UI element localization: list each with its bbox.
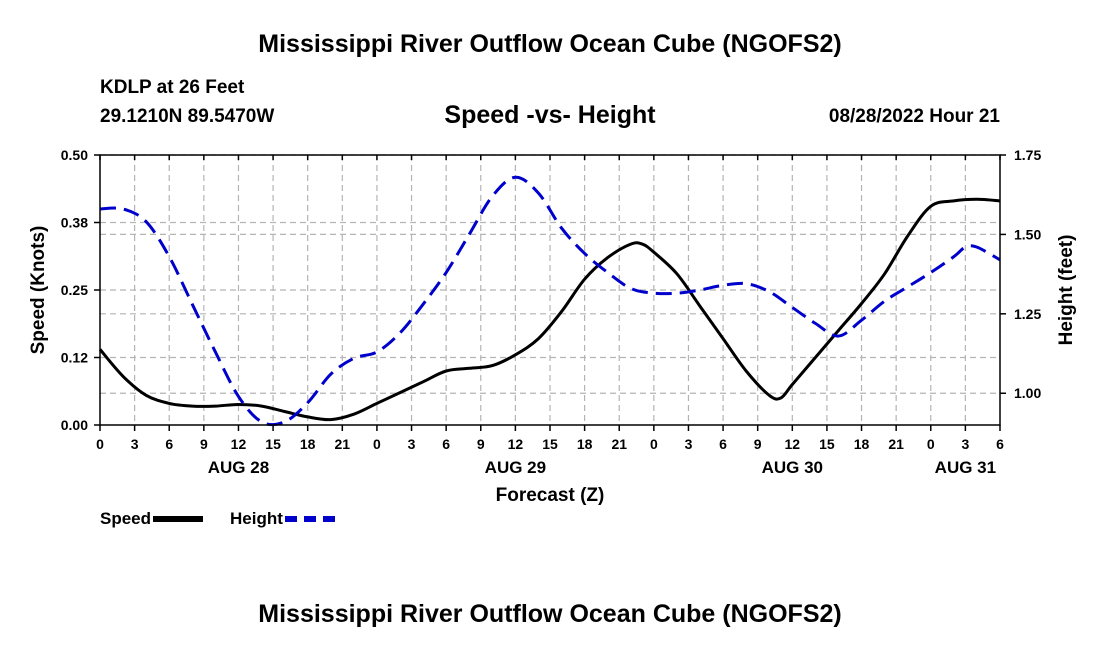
x-tick-label: 0	[650, 436, 658, 452]
footer-title: Mississippi River Outflow Ocean Cube (NG…	[258, 600, 842, 628]
day-label: AUG 31	[935, 458, 996, 477]
x-tick-label: 3	[408, 436, 416, 452]
x-tick-label: 18	[300, 436, 316, 452]
x-tick-label: 6	[996, 436, 1004, 452]
day-label: AUG 29	[485, 458, 546, 477]
series-layer	[98, 175, 1001, 427]
chart-title: Mississippi River Outflow Ocean Cube (NG…	[258, 30, 842, 58]
x-tick-label: 3	[685, 436, 693, 452]
day-label: AUG 28	[208, 458, 269, 477]
y-left-tick-label: 0.38	[61, 215, 88, 231]
y-axis-label-left: Speed (Knots)	[28, 226, 49, 355]
legend-height: Height	[230, 509, 335, 529]
chart-subtitle: Speed -vs- Height	[444, 101, 656, 129]
x-tick-label: 15	[542, 436, 558, 452]
grid-layer	[100, 154, 1000, 425]
station-coordinates: 29.1210N 89.5470W	[100, 106, 275, 127]
x-tick-label: 21	[888, 436, 904, 452]
x-tick-label: 3	[961, 436, 969, 452]
x-tick-label: 6	[719, 436, 727, 452]
x-tick-label: 0	[96, 436, 104, 452]
y-right-tick-label: 1.50	[1014, 226, 1041, 242]
y-left-tick-label: 0.50	[61, 147, 88, 163]
series-speed-line	[98, 197, 1001, 422]
legend-speed-label: Speed	[100, 509, 152, 528]
y-left-tick-label: 0.12	[61, 350, 88, 366]
series-height-line	[99, 175, 1001, 427]
y-left-tick-label: 0.00	[61, 417, 88, 433]
legend-speed: Speed	[100, 509, 204, 529]
x-tick-label: 0	[373, 436, 381, 452]
legend-height-label: Height	[230, 509, 283, 528]
y-axis-label-right: Height (feet)	[1056, 235, 1077, 346]
x-tick-label: 9	[477, 436, 485, 452]
y-left-tick-label: 0.25	[61, 282, 88, 298]
legend-height-swatch	[284, 516, 335, 522]
x-tick-label: 6	[442, 436, 450, 452]
station-label: KDLP at 26 Feet	[100, 77, 245, 98]
x-tick-label: 9	[754, 436, 762, 452]
x-axis-label: Forecast (Z)	[496, 485, 605, 506]
x-tick-label: 18	[854, 436, 870, 452]
x-tick-label: 15	[265, 436, 281, 452]
x-tick-label: 6	[165, 436, 173, 452]
y-right-tick-label: 1.75	[1014, 147, 1041, 163]
x-tick-label: 18	[577, 436, 593, 452]
x-tick-label: 0	[927, 436, 935, 452]
y-right-tick-label: 1.25	[1014, 306, 1041, 322]
day-label: AUG 30	[762, 458, 823, 477]
x-tick-label: 21	[335, 436, 351, 452]
x-tick-label: 12	[785, 436, 801, 452]
legend-speed-swatch	[153, 516, 204, 522]
y-right-tick-label: 1.00	[1014, 385, 1041, 401]
axis-layer: 0 3 6 9 12 15 18 21 0 3 6 9 12 15 18 21 0 3 6 9 12 15 18 21 0 3 6 0…	[61, 147, 1042, 477]
x-tick-label: 21	[611, 436, 627, 452]
forecast-datetime: 08/28/2022 Hour 21	[828, 106, 1000, 127]
x-tick-label: 3	[131, 436, 139, 452]
x-tick-label: 15	[819, 436, 835, 452]
x-tick-label: 9	[200, 436, 208, 452]
x-tick-label: 12	[231, 436, 247, 452]
x-tick-label: 12	[508, 436, 524, 452]
